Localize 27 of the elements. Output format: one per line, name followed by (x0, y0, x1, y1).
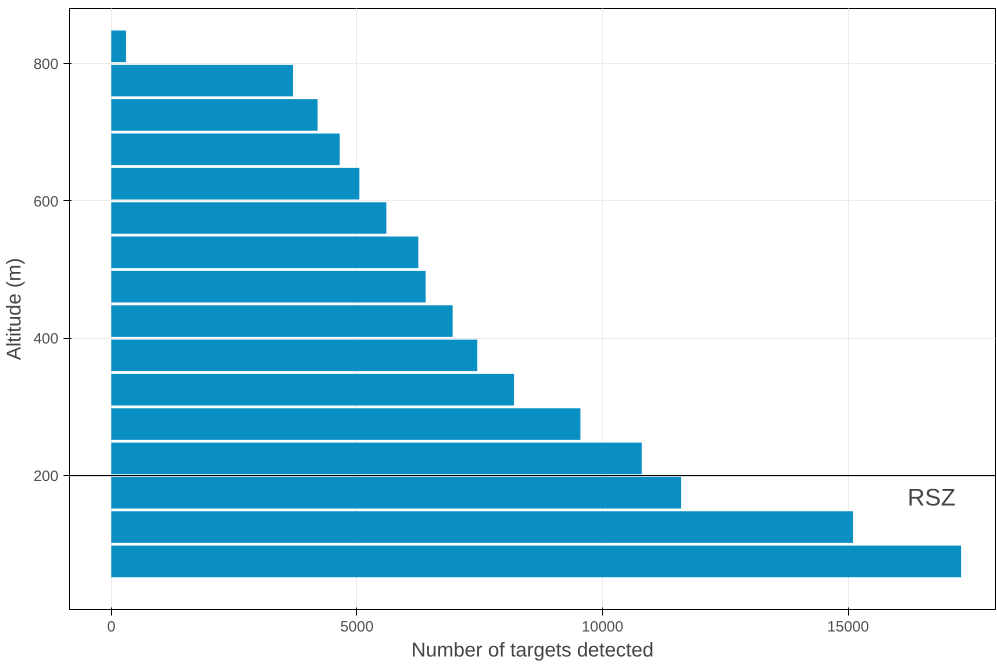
bar (111, 270, 426, 302)
y-tick-label: 600 (33, 193, 59, 210)
bar (111, 476, 682, 509)
bar (111, 374, 514, 406)
x-tick-label: 5000 (340, 618, 374, 636)
bar (111, 305, 453, 337)
x-tick-label: 10000 (582, 618, 624, 636)
y-tick-label: 400 (33, 330, 59, 348)
ref-line-label: RSZ (908, 484, 956, 512)
x-tick-label: 0 (107, 618, 116, 636)
x-tick-label: 15000 (827, 618, 869, 636)
y-axis-title: Altitude (m) (3, 258, 26, 360)
bar (111, 99, 318, 131)
bar (111, 202, 386, 234)
bar (111, 442, 642, 474)
bar (111, 340, 478, 372)
bar (111, 511, 854, 543)
y-tick-label: 800 (33, 56, 59, 73)
bar (111, 64, 294, 96)
x-axis-title: Number of targets detected (411, 640, 654, 662)
bar (111, 408, 580, 440)
bar (111, 236, 418, 268)
bar (111, 168, 360, 200)
bar (111, 546, 962, 578)
y-tick-label: 200 (33, 468, 59, 486)
bar (111, 30, 126, 62)
bar (111, 134, 340, 166)
